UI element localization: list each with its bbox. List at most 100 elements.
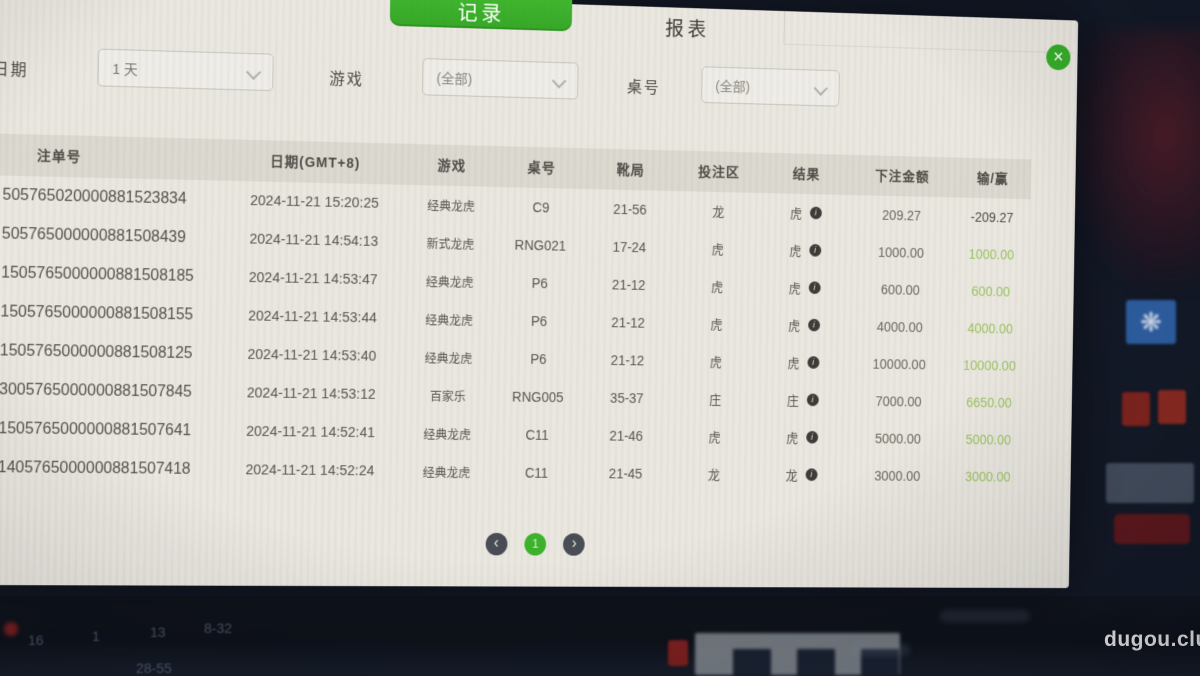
bet-area-cell: 虎: [673, 266, 762, 305]
background-faint-text-blob: [940, 610, 1030, 622]
tab-reports[interactable]: 报表: [665, 13, 776, 45]
background-blue-game-tile: ❋: [1126, 300, 1176, 344]
bet-area-cell: 龙: [670, 455, 759, 493]
result-cell: 庄 i: [759, 380, 847, 418]
column-header-win-loss: 输/赢: [954, 157, 1031, 199]
info-icon[interactable]: i: [806, 431, 818, 444]
bet-id-cell: 1505765000000881507641: [0, 409, 219, 450]
background-number: 16: [28, 632, 44, 648]
close-button[interactable]: ✕: [1046, 44, 1071, 70]
info-icon[interactable]: i: [807, 394, 819, 407]
date-filter-select[interactable]: 1 天: [97, 49, 273, 92]
column-header-datetime: 日期(GMT+8): [223, 139, 407, 185]
shoe-cell: 21-45: [581, 454, 670, 493]
info-icon[interactable]: i: [808, 319, 820, 332]
column-header-bet-area: 投注区: [675, 150, 764, 193]
datetime-cell: 2024-11-21 14:52:41: [218, 412, 402, 452]
filter-bar: 日期 1 天 游戏 (全部) 桌号 (全部): [0, 43, 1077, 119]
background-dark-red-button: [1114, 514, 1190, 544]
datetime-cell: 2024-11-21 15:20:25: [222, 181, 406, 223]
bet-area-cell: 虎: [672, 304, 761, 343]
background-bottom-band: [0, 596, 1200, 675]
game-cell: 经典龙虎: [403, 338, 494, 377]
shoe-cell: 21-12: [584, 265, 673, 304]
column-header-bet-amount: 下注金额: [850, 155, 955, 198]
result-cell: 虎 i: [758, 418, 846, 456]
background-number: 1: [92, 628, 100, 644]
shoe-cell: 17-24: [585, 227, 674, 267]
datetime-cell: 2024-11-21 14:53:44: [220, 296, 404, 337]
bet-amount-cell: 600.00: [848, 270, 953, 309]
records-table-wrap: 注单号 日期(GMT+8) 游戏 桌号 靴局 投注区 结果 下注金额 输/赢 5…: [0, 133, 1076, 495]
pagination-next-button[interactable]: ›: [563, 533, 585, 555]
game-filter-value: (全部): [436, 70, 472, 87]
column-header-bet-id: 注单号: [0, 133, 224, 181]
tab-records[interactable]: 记录: [390, 0, 573, 31]
result-value: 虎: [790, 206, 802, 221]
game-cell: 新式龙虎: [405, 223, 496, 263]
game-cell: 经典龙虎: [405, 185, 496, 225]
win-loss-cell: 4000.00: [952, 309, 1029, 347]
background-faint-text-blob: [850, 644, 910, 656]
game-cell: 百家乐: [402, 376, 493, 415]
info-icon[interactable]: i: [807, 356, 819, 369]
records-table: 注单号 日期(GMT+8) 游戏 桌号 靴局 投注区 结果 下注金额 输/赢 5…: [0, 133, 1031, 495]
watermark: dugou.club: [1104, 628, 1200, 652]
bet-area-cell: 虎: [670, 417, 759, 455]
bet-id-cell: 505765000000881508439: [0, 214, 222, 258]
win-loss-cell: 10000.00: [951, 346, 1028, 384]
column-header-game: 游戏: [406, 144, 497, 187]
info-icon[interactable]: i: [809, 244, 821, 257]
table-filter-label: 桌号: [627, 74, 661, 98]
shoe-cell: 21-12: [583, 302, 672, 341]
table-filter-select[interactable]: (全部): [701, 66, 840, 106]
datetime-cell: 2024-11-21 14:53:40: [220, 335, 404, 376]
result-value: 庄: [787, 393, 799, 408]
datetime-cell: 2024-11-21 14:53:12: [219, 373, 403, 414]
panel-top-edge: [783, 44, 1073, 54]
table-no-cell: C11: [491, 453, 581, 492]
table-no-cell: C11: [492, 415, 582, 454]
info-icon[interactable]: i: [810, 207, 822, 220]
result-cell: 虎 i: [761, 231, 849, 270]
column-header-result: 结果: [763, 153, 851, 195]
result-value: 虎: [789, 244, 801, 259]
game-cell: 经典龙虎: [402, 414, 493, 453]
info-icon[interactable]: i: [805, 468, 817, 481]
result-value: 虎: [786, 431, 798, 446]
background-red-chip: [668, 640, 688, 666]
table-no-cell: C9: [496, 187, 586, 227]
column-header-shoe: 靴局: [586, 148, 675, 191]
game-cell: 经典龙虎: [404, 261, 495, 301]
bet-id-cell: 1505765000000881508125: [0, 331, 220, 373]
game-filter-label: 游戏: [329, 65, 364, 90]
pagination: ‹ 1 ›: [0, 530, 1070, 558]
pagination-prev-button[interactable]: ‹: [485, 533, 507, 556]
bet-id-cell: 3005765000000881507845: [0, 370, 220, 412]
win-loss-cell: 600.00: [952, 272, 1029, 310]
bet-area-cell: 庄: [671, 379, 760, 418]
date-filter-label: 日期: [0, 55, 29, 80]
bet-area-cell: 虎: [671, 342, 760, 381]
background-red-dot: [4, 622, 18, 636]
result-cell: 虎 i: [759, 343, 847, 382]
tab-divider: [783, 11, 784, 44]
bet-amount-cell: 209.27: [849, 195, 954, 235]
table-no-cell: RNG021: [495, 225, 585, 265]
background-number: 13: [150, 624, 166, 640]
win-loss-cell: 5000.00: [950, 420, 1027, 458]
win-loss-cell: 6650.00: [950, 383, 1027, 421]
game-filter-select[interactable]: (全部): [422, 58, 579, 99]
game-cell: 经典龙虎: [404, 299, 495, 339]
bet-id-cell: 1405765000000881507418: [0, 448, 218, 489]
chevron-down-icon: [246, 65, 261, 80]
chevron-down-icon: [814, 81, 828, 96]
bet-id-cell: 505765020000881523834: [0, 175, 223, 219]
shoe-cell: 21-56: [585, 189, 674, 229]
table-no-cell: P6: [494, 301, 584, 340]
background-red-curtain-glow: [1070, 30, 1200, 290]
info-icon[interactable]: i: [808, 281, 820, 294]
pagination-page-button[interactable]: 1: [524, 533, 546, 555]
date-filter-value: 1 天: [112, 61, 138, 78]
bet-id-cell: 1505765000000881508185: [0, 253, 222, 296]
